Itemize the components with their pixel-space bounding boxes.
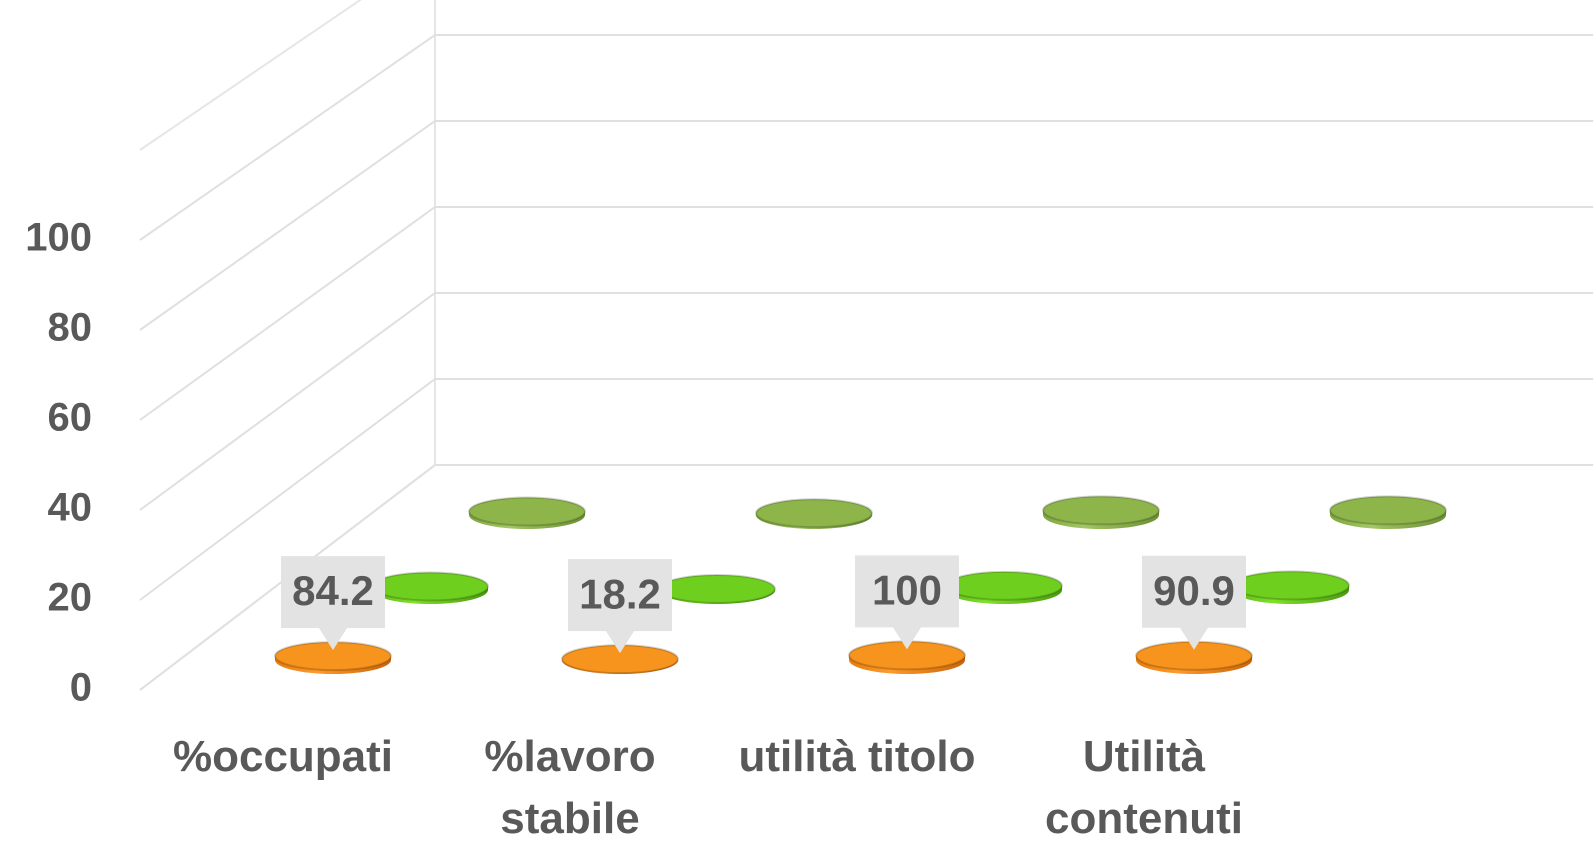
y-tick-label: 40 — [48, 486, 93, 530]
data-label-box — [1142, 555, 1246, 650]
data-label: 100 — [872, 566, 942, 613]
data-label-box — [568, 559, 672, 654]
x-tick-label: utilità titolo — [738, 732, 976, 781]
bar-part — [945, 570, 1063, 601]
bar — [658, 573, 776, 604]
grid-line — [139, 292, 1593, 511]
bar — [371, 571, 489, 604]
bar — [1232, 570, 1350, 604]
bar — [1329, 495, 1447, 529]
bar — [755, 498, 873, 529]
data-label-box — [281, 556, 385, 651]
data-label: 84.2 — [292, 567, 374, 614]
data-label: 18.2 — [579, 570, 661, 617]
bar — [1135, 640, 1253, 674]
y-tick-label: 20 — [48, 576, 93, 620]
grid-line — [139, 378, 1593, 601]
y-tick-label: 80 — [48, 306, 93, 350]
bar-part — [658, 573, 776, 604]
grid-line — [139, 206, 1593, 421]
grid-line — [139, 464, 1593, 691]
bar-part — [371, 571, 489, 602]
x-tick-label: %lavoro stabile — [484, 732, 656, 843]
y-tick-label: 0 — [70, 666, 92, 710]
bar — [1042, 495, 1160, 529]
bar-part — [1329, 495, 1447, 526]
data-label: 90.9 — [1153, 567, 1235, 614]
bar-part — [1232, 570, 1350, 601]
bar — [274, 641, 392, 674]
bar — [848, 640, 966, 674]
bar — [945, 570, 1063, 604]
x-tick-label: %occupati — [172, 732, 394, 781]
bar-part — [755, 498, 873, 529]
data-label-box — [855, 555, 959, 650]
grid-line — [139, 34, 1593, 241]
x-tick-label: Utilità contenuti — [1045, 732, 1243, 843]
y-tick-label: 60 — [48, 396, 93, 440]
y-tick-label: 100 — [25, 216, 92, 260]
bar-part — [468, 496, 586, 527]
grid-line — [139, 120, 1593, 331]
bar-part — [1042, 495, 1160, 526]
bar — [468, 496, 586, 529]
